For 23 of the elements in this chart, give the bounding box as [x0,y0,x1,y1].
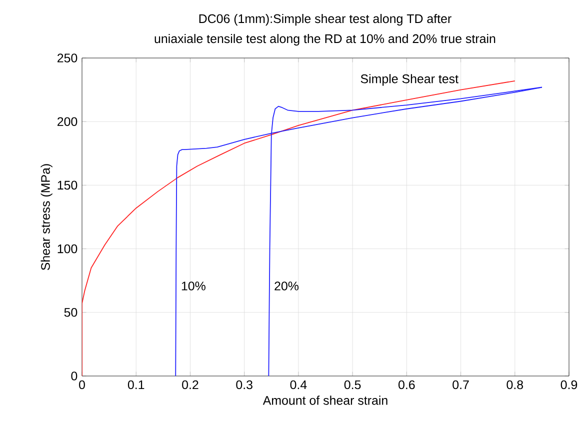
y-axis-title: Shear stress (MPa) [40,164,52,270]
x-tick-label: 0 [79,380,85,390]
chart-subtitle: uniaxiale tensile test along the RD at 10% and 20% true strain [154,34,496,46]
y-tick-label: 100 [58,244,78,254]
series-label: Simple Shear test [360,74,458,86]
chart-title: DC06 (1mm):Simple shear test along TD after [199,14,452,26]
x-tick-label: 0.8 [506,380,524,390]
series-label: 10% [182,282,206,290]
x-tick-label: 0.3 [236,380,252,390]
y-tick-label: 250 [58,54,78,62]
x-tick-label: 0.4 [290,380,307,390]
x-tick-label: 0.1 [128,380,144,390]
x-axis-title: Amount of shear strain [262,396,388,405]
y-tick-label: 50 [64,308,78,317]
y-tick-label: 200 [58,117,78,126]
x-tick-label: 0.6 [398,380,415,390]
y-tick-label: 0 [71,372,78,380]
series-label: 20% [274,282,299,290]
x-tick-label: 0.5 [344,380,361,390]
x-tick-label: 0.2 [182,380,198,390]
x-tick-label: 0.7 [452,380,469,390]
y-tick-label: 150 [58,180,78,190]
x-tick-label: 0.9 [560,380,578,390]
